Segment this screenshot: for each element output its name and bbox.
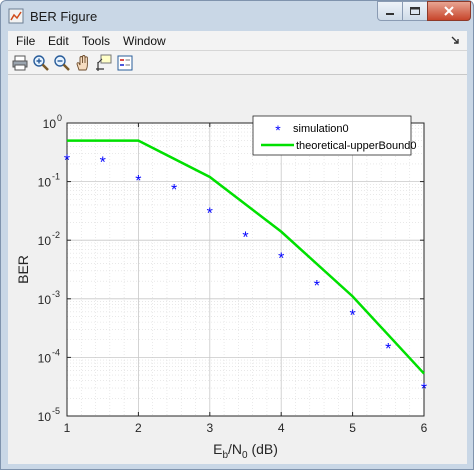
figure-toolbar — [8, 51, 467, 75]
y-tick-exponent: -4 — [52, 347, 60, 357]
data-point-simulation0: * — [171, 182, 177, 199]
y-tick-label: 10 — [38, 410, 52, 424]
y-tick-exponent: -2 — [52, 230, 60, 240]
legend-marker-simulation0: * — [275, 122, 281, 138]
menu-bar: File Edit Tools Window — [8, 31, 467, 51]
title-bar[interactable]: BER Figure — [1, 1, 473, 31]
print-icon[interactable] — [11, 54, 29, 72]
x-tick-label: 2 — [135, 421, 142, 435]
y-tick-label: 10 — [38, 351, 52, 365]
menu-edit[interactable]: Edit — [48, 34, 69, 48]
data-point-simulation0: * — [349, 308, 355, 325]
restore-icon — [410, 7, 420, 15]
data-point-simulation0: * — [278, 250, 284, 267]
y-tick-label: 10 — [38, 176, 52, 190]
x-tick-label: 3 — [206, 421, 213, 435]
x-tick-label: 6 — [421, 421, 428, 435]
y-tick-exponent: -3 — [52, 289, 60, 299]
data-point-simulation0: * — [421, 381, 427, 398]
pan-hand-icon[interactable] — [74, 54, 92, 72]
close-button[interactable] — [427, 1, 471, 21]
y-tick-label: 10 — [38, 293, 52, 307]
figure-canvas: 1 2 3 4 5 6 10 0 10 -1 10 -2 10 -3 10 -4 10 -5 * * * * * * * * * *… — [8, 75, 467, 464]
data-point-simulation0: * — [242, 230, 248, 247]
data-point-simulation0: * — [135, 173, 141, 190]
axes-box — [66, 122, 425, 417]
menu-file[interactable]: File — [16, 34, 36, 48]
data-point-simulation0: * — [314, 278, 320, 295]
y-tick-exponent: -5 — [52, 406, 60, 416]
data-point-simulation0: * — [64, 152, 70, 169]
zoom-out-icon[interactable] — [53, 54, 71, 72]
minimize-button[interactable] — [377, 1, 403, 21]
data-cursor-icon[interactable] — [95, 54, 113, 72]
legend[interactable]: * simulation0 theoretical-upperBound0 — [252, 115, 416, 156]
minimize-icon — [386, 13, 394, 15]
plot-series: * * * * * * * * * * * — [64, 139, 427, 398]
y-tick-label: 10 — [38, 234, 52, 248]
y-axis-label: BER — [15, 255, 31, 284]
data-point-simulation0: * — [100, 154, 106, 171]
zoom-in-icon[interactable] — [32, 54, 50, 72]
x-tick-label: 1 — [64, 421, 71, 435]
legend-label-simulation0: simulation0 — [293, 123, 349, 135]
y-tick-exponent: 0 — [57, 113, 62, 123]
data-point-simulation0: * — [385, 341, 391, 358]
y-tick-exponent: -1 — [52, 172, 60, 182]
matlab-figure-icon — [8, 8, 24, 24]
series-line-theoretical-upperBound0 — [67, 139, 425, 375]
insert-legend-icon[interactable] — [116, 54, 134, 72]
x-axis-label: Eb/N0 (dB) — [213, 441, 278, 461]
legend-label-theoretical: theoretical-upperBound0 — [296, 140, 416, 152]
legend-box — [252, 115, 412, 156]
y-tick-label: 10 — [43, 117, 57, 131]
dock-arrow-icon[interactable] — [449, 35, 461, 47]
window-title: BER Figure — [30, 9, 98, 24]
x-tick-label: 4 — [278, 421, 285, 435]
axes-background — [67, 123, 424, 416]
x-tick-label: 5 — [349, 421, 356, 435]
menu-window[interactable]: Window — [123, 34, 166, 48]
close-icon — [444, 6, 454, 16]
maximize-button[interactable] — [402, 1, 428, 21]
menu-tools[interactable]: Tools — [82, 34, 111, 48]
data-point-simulation0: * — [207, 205, 213, 222]
